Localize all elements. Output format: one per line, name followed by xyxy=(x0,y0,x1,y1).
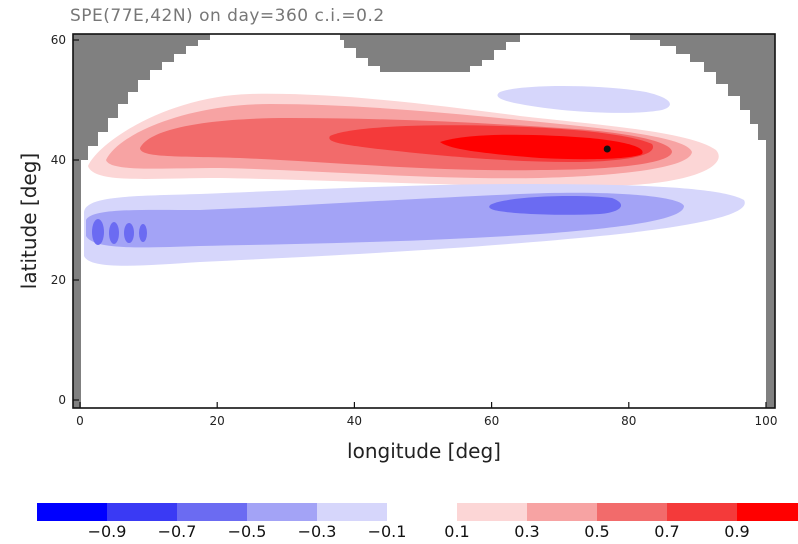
mask-east-strip xyxy=(766,160,775,408)
x-tick-label: 40 xyxy=(347,414,362,428)
lobe-1 xyxy=(109,222,119,244)
positive-contours xyxy=(88,93,719,187)
contour-neg-0.5 xyxy=(489,196,622,215)
mask-west-strip xyxy=(73,160,81,408)
colorbar-swatch-neg-2 xyxy=(177,503,247,521)
colorbar-label: 0.9 xyxy=(724,522,749,541)
x-tick-label: 80 xyxy=(621,414,636,428)
mask-northwest xyxy=(73,34,210,160)
x-tick-label: 100 xyxy=(755,414,778,428)
colorbar-label: −0.3 xyxy=(298,522,337,541)
lobe-0 xyxy=(92,219,104,245)
y-tick-label: 40 xyxy=(51,153,66,167)
colorbar-swatch-pos-4 xyxy=(737,503,798,521)
x-tick-label: 0 xyxy=(76,414,84,428)
x-tick-label: 20 xyxy=(210,414,225,428)
lobe-2 xyxy=(124,223,134,243)
colorbar-label: 0.5 xyxy=(584,522,609,541)
y-axis: 0 20 40 60 xyxy=(51,33,79,407)
colorbar-label: −0.1 xyxy=(368,522,407,541)
colorbar-label: 0.1 xyxy=(444,522,469,541)
colorbar-swatch-pos-2 xyxy=(597,503,667,521)
colorbar-swatch-neg-0 xyxy=(37,503,107,521)
colorbar-label: 0.7 xyxy=(654,522,679,541)
land-mask xyxy=(73,34,775,408)
plot-frame xyxy=(72,33,776,409)
lobe-3 xyxy=(139,224,147,242)
colorbar-swatch-neg-4 xyxy=(317,503,387,521)
colorbar: −0.9 −0.7 −0.5 −0.3 −0.1 0.1 0.3 0.5 0.7 0.9 xyxy=(37,503,798,541)
colorbar-swatch-neg-3 xyxy=(247,503,317,521)
colorbar-label: −0.5 xyxy=(228,522,267,541)
x-tick-label: 60 xyxy=(484,414,499,428)
y-tick-label: 0 xyxy=(58,393,66,407)
plot-area xyxy=(73,34,775,408)
colorbar-swatch-pos-3 xyxy=(667,503,737,521)
y-tick-label: 60 xyxy=(51,33,66,47)
colorbar-swatch-pos-0 xyxy=(457,503,527,521)
colorbar-label: 0.3 xyxy=(514,522,539,541)
mask-north-ridge xyxy=(340,34,520,72)
colorbar-label: −0.7 xyxy=(158,522,197,541)
y-tick-label: 20 xyxy=(51,273,66,287)
contour-pos-0.9 xyxy=(440,134,643,160)
negative-contours xyxy=(84,86,745,266)
colorbar-swatch-neg-1 xyxy=(107,503,177,521)
x-axis-label: longitude [deg] xyxy=(347,439,501,463)
x-axis: 0 20 40 60 80 100 xyxy=(76,402,777,428)
colorbar-label: −0.9 xyxy=(88,522,127,541)
chart-title: SPE(77E,42N) on day=360 c.i.=0.2 xyxy=(70,6,385,26)
contour-neg-north-0.1 xyxy=(497,86,670,113)
y-axis-label: latitude [deg] xyxy=(17,153,41,289)
colorbar-swatch-pos-1 xyxy=(527,503,597,521)
reference-point-marker xyxy=(603,145,611,153)
mask-northeast xyxy=(630,34,775,160)
